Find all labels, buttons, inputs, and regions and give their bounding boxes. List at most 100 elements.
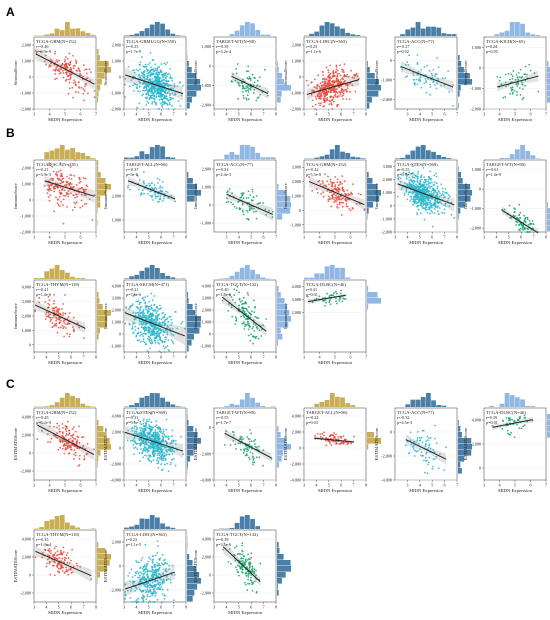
data-point-471 — [149, 73, 152, 76]
data-point-330 — [150, 91, 153, 94]
x-histogram-bar — [400, 157, 405, 159]
data-point-13 — [235, 289, 238, 292]
data-point-65 — [67, 190, 70, 193]
data-point-223 — [311, 99, 314, 102]
data-point-398 — [143, 73, 146, 76]
data-point-21 — [528, 63, 531, 66]
data-point-67 — [435, 73, 438, 76]
x-histogram-bar — [80, 403, 86, 407]
plot-title: TARGET-ALL(N=86) — [126, 162, 168, 167]
data-point-46 — [64, 59, 66, 61]
data-point-158 — [435, 175, 438, 178]
y-histogram-bar — [97, 328, 100, 334]
data-point-59 — [521, 83, 524, 86]
data-point-21 — [227, 310, 230, 312]
data-point-35 — [523, 214, 525, 217]
data-point-317 — [334, 95, 337, 98]
data-point-187 — [128, 308, 130, 310]
data-point-213 — [348, 82, 351, 85]
data-point-479 — [162, 73, 165, 76]
data-point-519 — [148, 425, 151, 428]
data-point-11 — [58, 428, 61, 431]
scatter-plots: TCGA-GBM(N=152)r=-0.46p=9.9e-92,0001,000… — [13, 22, 550, 615]
data-point-90 — [79, 180, 82, 183]
x-tick-label: 5 — [64, 112, 66, 117]
data-point-85 — [82, 444, 85, 447]
x-tick-label: 6 — [444, 112, 446, 117]
data-point-130 — [151, 102, 154, 105]
data-point-182 — [327, 88, 330, 91]
data-point-483 — [144, 434, 147, 437]
data-point-25 — [329, 294, 332, 297]
x-histogram-bar — [129, 34, 134, 36]
data-point-359 — [161, 321, 164, 324]
y-histogram-bar — [187, 298, 189, 304]
x-tick-label: 8 — [275, 112, 277, 117]
y-tick-label: 4,000 — [202, 284, 211, 290]
data-point-127 — [61, 434, 64, 437]
x-tick-label: 6 — [79, 235, 81, 240]
data-point-99 — [72, 328, 75, 331]
data-point-534 — [408, 183, 411, 186]
y-tick-label: -2,000 — [200, 103, 211, 109]
data-point-19 — [500, 83, 503, 86]
data-point-34 — [521, 228, 524, 231]
data-point-101 — [246, 321, 249, 323]
data-point-504 — [424, 203, 427, 206]
data-point-20 — [48, 64, 51, 66]
y-histogram-bar — [458, 91, 460, 97]
x-axis-label: MIDN Expression — [228, 360, 263, 365]
data-point-316 — [138, 323, 141, 325]
data-point-539 — [423, 202, 425, 205]
y-histogram-bar — [97, 292, 99, 298]
data-point-5 — [174, 200, 177, 203]
y-histogram-bar — [277, 196, 291, 202]
x-tick-label: 4 — [135, 112, 138, 117]
data-point-99 — [241, 322, 244, 325]
x-tick-label: 4 — [406, 235, 409, 240]
data-point-68 — [63, 322, 66, 324]
data-point-85 — [251, 327, 254, 330]
data-point-199 — [133, 71, 136, 74]
data-point-149 — [138, 303, 141, 306]
data-point-34 — [71, 436, 74, 438]
data-point-141 — [68, 72, 71, 75]
data-point-166 — [341, 95, 343, 98]
data-point-301 — [446, 200, 449, 202]
x-histogram-bar — [436, 27, 442, 36]
data-point-26 — [409, 200, 411, 203]
data-point-494 — [151, 89, 153, 92]
data-point-43 — [334, 197, 337, 199]
data-point-32 — [64, 294, 66, 296]
data-point-28 — [157, 466, 160, 469]
data-point-442 — [449, 195, 451, 198]
x-histogram-bar — [149, 265, 155, 279]
data-point-233 — [329, 96, 332, 98]
data-point-102 — [148, 418, 151, 421]
data-point-153 — [131, 439, 134, 442]
data-point-445 — [135, 432, 138, 435]
data-point-29 — [435, 87, 438, 90]
data-point-320 — [343, 74, 346, 77]
data-point-62 — [144, 296, 147, 298]
data-point-82 — [93, 96, 96, 98]
x-histogram-bar — [80, 31, 86, 36]
x-histogram-bar — [525, 32, 531, 36]
data-point-31 — [343, 180, 346, 183]
data-point-26 — [265, 318, 268, 320]
data-point-120 — [72, 54, 74, 57]
y-histogram-bar — [187, 462, 188, 468]
x-tick-label: 7 — [456, 112, 458, 117]
data-point-93 — [54, 69, 57, 71]
data-point-24 — [519, 94, 522, 96]
data-point-56 — [150, 339, 153, 342]
x-histogram-bar — [44, 271, 50, 279]
y-histogram-bar — [277, 286, 279, 292]
data-point-76 — [243, 307, 246, 310]
y-histogram-bar — [458, 208, 461, 214]
x-tick-label: 8 — [185, 112, 187, 117]
data-point-30 — [329, 197, 331, 200]
p-value: p=6.9e-7 — [397, 172, 412, 177]
data-point-300 — [424, 209, 427, 212]
data-point-451 — [165, 453, 168, 456]
